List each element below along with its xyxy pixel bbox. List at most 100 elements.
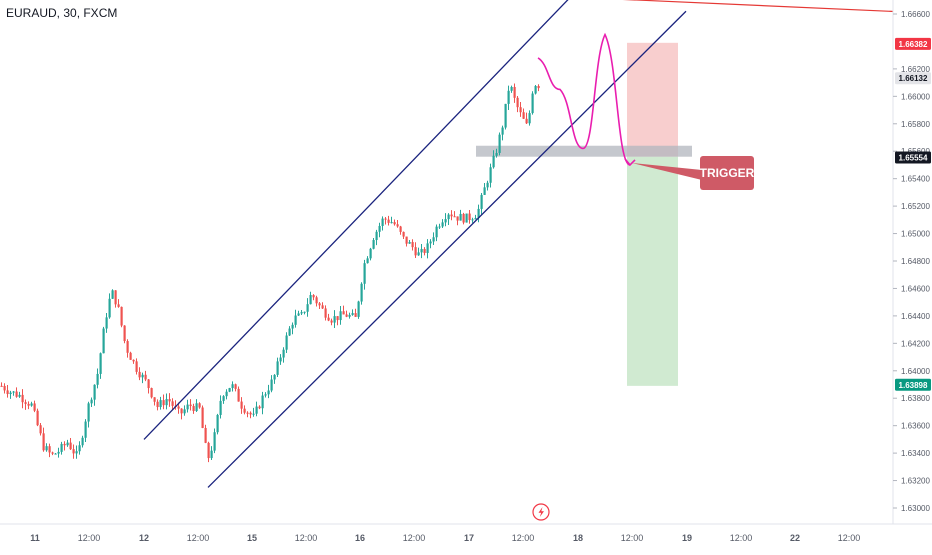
candle-body: [378, 225, 381, 232]
price-tick-label: 1.63400: [901, 449, 930, 458]
candle: [486, 180, 489, 191]
candle: [192, 403, 195, 414]
candle-body: [528, 113, 531, 124]
candle: [93, 384, 96, 406]
candle-body: [465, 213, 468, 223]
candle: [477, 204, 480, 223]
candle-body: [144, 374, 147, 380]
candle-body: [243, 408, 246, 413]
candle-body: [267, 390, 270, 395]
candle-body: [513, 86, 516, 98]
candle: [429, 239, 432, 249]
candle-body: [351, 313, 354, 315]
candle-body: [186, 404, 189, 410]
candle-body: [381, 218, 384, 226]
candle: [423, 247, 426, 256]
candle: [138, 367, 141, 381]
price-tag-bg: [895, 378, 931, 391]
candle-body: [84, 421, 87, 438]
candle-body: [93, 384, 96, 400]
candle: [3, 383, 6, 394]
lightning-icon[interactable]: [532, 503, 550, 521]
candle: [105, 313, 108, 333]
price-tag-label: 1.66132: [899, 74, 928, 83]
candle: [465, 213, 468, 223]
candle: [9, 390, 12, 399]
candle: [168, 393, 171, 407]
candle-body: [159, 400, 162, 408]
candle: [435, 224, 438, 242]
candle-body: [231, 384, 234, 389]
candle: [303, 311, 306, 315]
candle: [195, 399, 198, 412]
time-axis: 11 12:00 12 12:00 15 12:00 16 12:00 17 12:00 18 12:…: [0, 523, 932, 543]
candle-body: [60, 443, 63, 452]
candle-body: [120, 306, 123, 326]
candle: [426, 239, 429, 259]
candle: [462, 212, 465, 225]
candle-body: [324, 308, 327, 318]
candle: [441, 219, 444, 228]
candle: [36, 408, 39, 427]
candle: [315, 295, 318, 307]
candle-body: [138, 371, 141, 378]
candle-body: [129, 352, 132, 360]
candle-body: [348, 314, 351, 317]
candle: [273, 374, 276, 384]
candle-body: [501, 127, 504, 135]
candle: [15, 387, 18, 398]
candle-body: [327, 317, 330, 321]
candle-body: [486, 182, 489, 188]
candle-body: [228, 388, 231, 392]
candle-body: [195, 403, 198, 412]
candle-body: [150, 388, 153, 398]
candle-body: [279, 357, 282, 362]
candle: [144, 370, 147, 382]
candle: [156, 399, 159, 411]
candle: [372, 237, 375, 250]
candle: [285, 332, 288, 353]
candle-body: [399, 226, 402, 232]
candle: [504, 103, 507, 130]
candle: [267, 384, 270, 399]
candle-body: [285, 335, 288, 350]
price-tag: 1.63898: [895, 378, 931, 391]
candle: [222, 395, 225, 404]
candle: [225, 389, 228, 400]
candle-body: [375, 231, 378, 241]
candle: [507, 85, 510, 110]
candle: [69, 438, 72, 451]
candle-body: [147, 379, 150, 389]
time-tick-label: 12:00: [512, 533, 535, 543]
candle: [324, 305, 327, 321]
candle: [354, 308, 357, 317]
candle-body: [339, 311, 342, 321]
time-tick-label: 12:00: [730, 533, 753, 543]
candle: [252, 407, 255, 417]
candle: [369, 247, 372, 261]
candle: [162, 394, 165, 410]
candle: [348, 312, 351, 319]
candle-body: [102, 328, 105, 354]
candle-body: [234, 384, 237, 389]
candle: [492, 150, 495, 169]
candle: [21, 389, 24, 409]
candle-body: [222, 396, 225, 401]
candle-body: [213, 432, 216, 451]
candle: [498, 132, 501, 156]
candle-body: [189, 404, 192, 407]
candle: [126, 339, 129, 358]
candle: [165, 393, 168, 410]
candle-body: [312, 295, 315, 298]
candle-body: [405, 236, 408, 244]
price-tick-label: 1.63600: [901, 422, 930, 431]
candle: [432, 232, 435, 246]
zones-layer: [476, 42, 692, 386]
candle-body: [474, 217, 477, 220]
candle-body: [273, 374, 276, 380]
candle: [366, 256, 369, 264]
candle: [81, 435, 84, 448]
candle: [129, 351, 132, 360]
